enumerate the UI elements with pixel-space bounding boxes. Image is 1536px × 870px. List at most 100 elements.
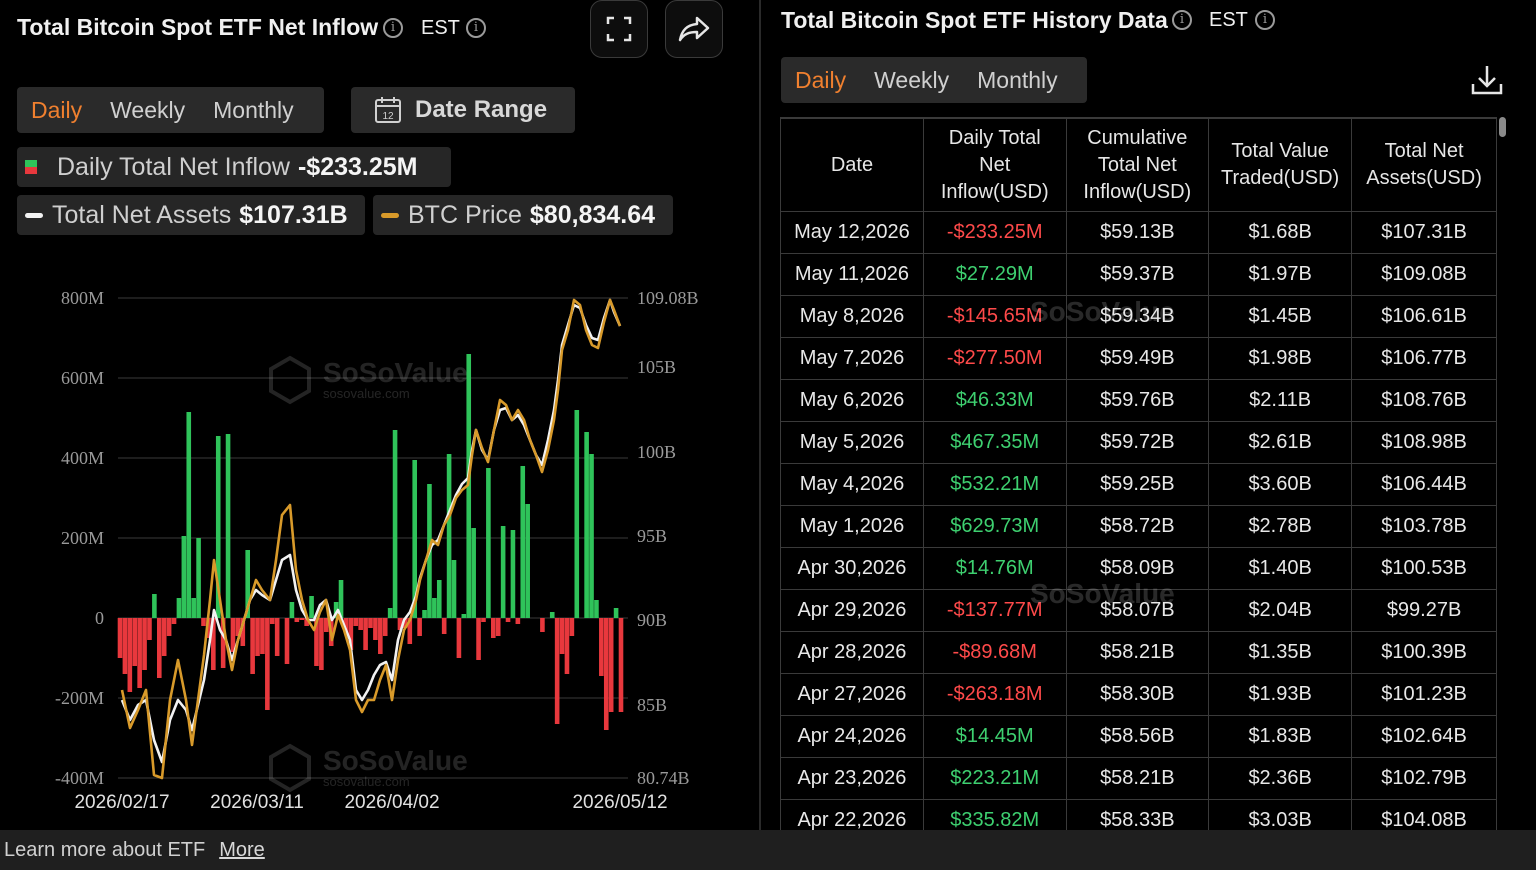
- inflow-chart[interactable]: SoSoValuesosovalue.comSoSoValuesosovalue…: [0, 270, 760, 830]
- inflow-bars: [117, 354, 624, 730]
- inflow-bar: [220, 618, 226, 668]
- date-cell: May 5,2026: [780, 421, 924, 464]
- inflow-cell: $467.35M: [922, 421, 1067, 464]
- table-row[interactable]: May 8,2026 -$145.65M $59.34B $1.45B $106.61B: [780, 295, 1497, 338]
- value-cell: $59.72B: [1065, 421, 1210, 464]
- legend-total-assets[interactable]: Total Net Assets $107.31B: [17, 195, 365, 235]
- table-row[interactable]: May 12,2026 -$233.25M $59.13B $1.68B $107.31…: [780, 211, 1497, 254]
- table-scrollbar[interactable]: [1497, 117, 1507, 830]
- inflow-bar: [191, 598, 196, 618]
- legend-btc-value: $80,834.64: [529, 200, 656, 229]
- inflow-bar: [436, 580, 442, 618]
- tab-weekly[interactable]: Weekly: [110, 96, 186, 123]
- timezone-info-icon[interactable]: i: [466, 18, 486, 38]
- value-cell: $1.68B: [1208, 211, 1353, 254]
- inflow-bar: [397, 618, 403, 630]
- left-axis-tick-label: 800M: [61, 288, 104, 308]
- history-tab-monthly[interactable]: Monthly: [977, 66, 1058, 93]
- share-button[interactable]: [665, 0, 723, 58]
- inflow-bar: [412, 460, 418, 618]
- date-cell: Apr 30,2026: [780, 547, 924, 590]
- inflow-bar: [613, 608, 619, 618]
- history-table: Date Daily Total Net Inflow(USD) Cumulative T…: [780, 117, 1497, 842]
- value-cell: $59.25B: [1065, 463, 1210, 506]
- calendar-icon: 12: [375, 97, 401, 123]
- inflow-bar: [299, 618, 305, 620]
- value-cell: $1.97B: [1208, 253, 1353, 296]
- fullscreen-button[interactable]: [590, 0, 648, 58]
- right-axis-tick-label: 95B: [637, 526, 667, 546]
- scrollbar-thumb[interactable]: [1498, 117, 1506, 137]
- left-axis-tick-label: 200M: [61, 528, 104, 548]
- inflow-bar: [446, 454, 452, 618]
- watermark-site: sosovalue.com: [323, 386, 410, 401]
- download-icon: [1471, 66, 1503, 95]
- value-cell: $1.83B: [1208, 715, 1353, 758]
- inflow-bar: [618, 618, 624, 712]
- legend-assets-label: Total Net Assets: [52, 200, 232, 229]
- inflow-bar: [294, 618, 300, 622]
- inflow-bar: [456, 618, 462, 658]
- legend-btc-price[interactable]: BTC Price $80,834.64: [373, 195, 673, 235]
- inflow-cell: -$137.77M: [922, 589, 1067, 632]
- inflow-bar: [358, 618, 363, 630]
- download-button[interactable]: [1468, 62, 1506, 100]
- inflow-bar: [510, 530, 516, 618]
- inflow-bar: [476, 618, 481, 660]
- inflow-cell: -$277.50M: [922, 337, 1067, 380]
- inflow-bar: [265, 618, 270, 710]
- tab-monthly[interactable]: Monthly: [213, 96, 294, 123]
- inflow-bar: [314, 618, 319, 666]
- history-tab-weekly[interactable]: Weekly: [874, 66, 950, 93]
- table-row[interactable]: May 11,2026 $27.29M $59.37B $1.97B $109.08B: [780, 253, 1497, 296]
- value-cell: $58.21B: [1065, 631, 1210, 674]
- inflow-bar: [441, 618, 447, 634]
- table-header-row: Date Daily Total Net Inflow(USD) Cumulative T…: [780, 117, 1497, 212]
- more-link[interactable]: More: [219, 838, 265, 861]
- table-row[interactable]: Apr 28,2026 -$89.68M $58.21B $1.35B $100.39B: [780, 631, 1497, 674]
- date-cell: Apr 27,2026: [780, 673, 924, 716]
- assets-line-icon: [25, 212, 43, 218]
- inflow-bar: [284, 618, 290, 664]
- table-row[interactable]: May 4,2026 $532.21M $59.25B $3.60B $106.44B: [780, 463, 1497, 506]
- inflow-bar: [451, 560, 457, 618]
- table-row[interactable]: Apr 29,2026 -$137.77M $58.07B $2.04B $99.27B: [780, 589, 1497, 632]
- column-header-line: Total Value: [1231, 140, 1329, 162]
- date-range-button[interactable]: 12 Date Range: [351, 87, 575, 133]
- table-row[interactable]: May 1,2026 $629.73M $58.72B $2.78B $103.78B: [780, 505, 1497, 548]
- table-row[interactable]: May 6,2026 $46.33M $59.76B $2.11B $108.76B: [780, 379, 1497, 422]
- inflow-bar: [161, 618, 167, 656]
- x-axis-tick-label: 2026/04/02: [344, 792, 439, 813]
- table-row[interactable]: Apr 30,2026 $14.76M $58.09B $1.40B $100.53B: [780, 547, 1497, 590]
- value-cell: $59.34B: [1065, 295, 1210, 338]
- table-row[interactable]: Apr 24,2026 $14.45M $58.56B $1.83B $102.64B: [780, 715, 1497, 758]
- inflow-bar: [196, 538, 201, 618]
- table-row[interactable]: Apr 23,2026 $223.21M $58.21B $2.36B $102.79B: [780, 757, 1497, 800]
- inflow-bar: [481, 618, 486, 622]
- value-cell: $2.61B: [1208, 421, 1353, 464]
- table-row[interactable]: May 7,2026 -$277.50M $59.49B $1.98B $106.77B: [780, 337, 1497, 380]
- inflow-bar: [378, 618, 383, 654]
- history-tab-daily[interactable]: Daily: [795, 66, 847, 93]
- watermark-brand: SoSoValue: [323, 357, 468, 388]
- watermark-brand: SoSoValue: [323, 745, 468, 776]
- inflow-bar: [486, 468, 491, 618]
- history-title: Total Bitcoin Spot ETF History Data: [781, 7, 1168, 33]
- history-timezone-info-icon[interactable]: i: [1255, 10, 1275, 30]
- value-cell: $2.78B: [1208, 505, 1353, 548]
- value-cell: $108.98B: [1351, 421, 1497, 464]
- inflow-bar: [142, 618, 147, 670]
- column-header-line: Assets(USD): [1366, 167, 1482, 189]
- info-icon[interactable]: i: [383, 18, 403, 38]
- right-axis-tick-label: 90B: [637, 610, 667, 630]
- tab-daily[interactable]: Daily: [31, 96, 83, 123]
- inflow-cell: $14.45M: [922, 715, 1067, 758]
- inflow-cell: $27.29M: [922, 253, 1067, 296]
- inflow-bar: [402, 618, 408, 628]
- table-row[interactable]: May 5,2026 $467.35M $59.72B $2.61B $108.98B: [780, 421, 1497, 464]
- inflow-bar: [147, 618, 152, 640]
- legend-daily-inflow[interactable]: Daily Total Net Inflow -$233.25M: [17, 147, 451, 187]
- table-row[interactable]: Apr 27,2026 -$263.18M $58.30B $1.93B $101.23…: [780, 673, 1497, 716]
- history-info-icon[interactable]: i: [1172, 10, 1192, 30]
